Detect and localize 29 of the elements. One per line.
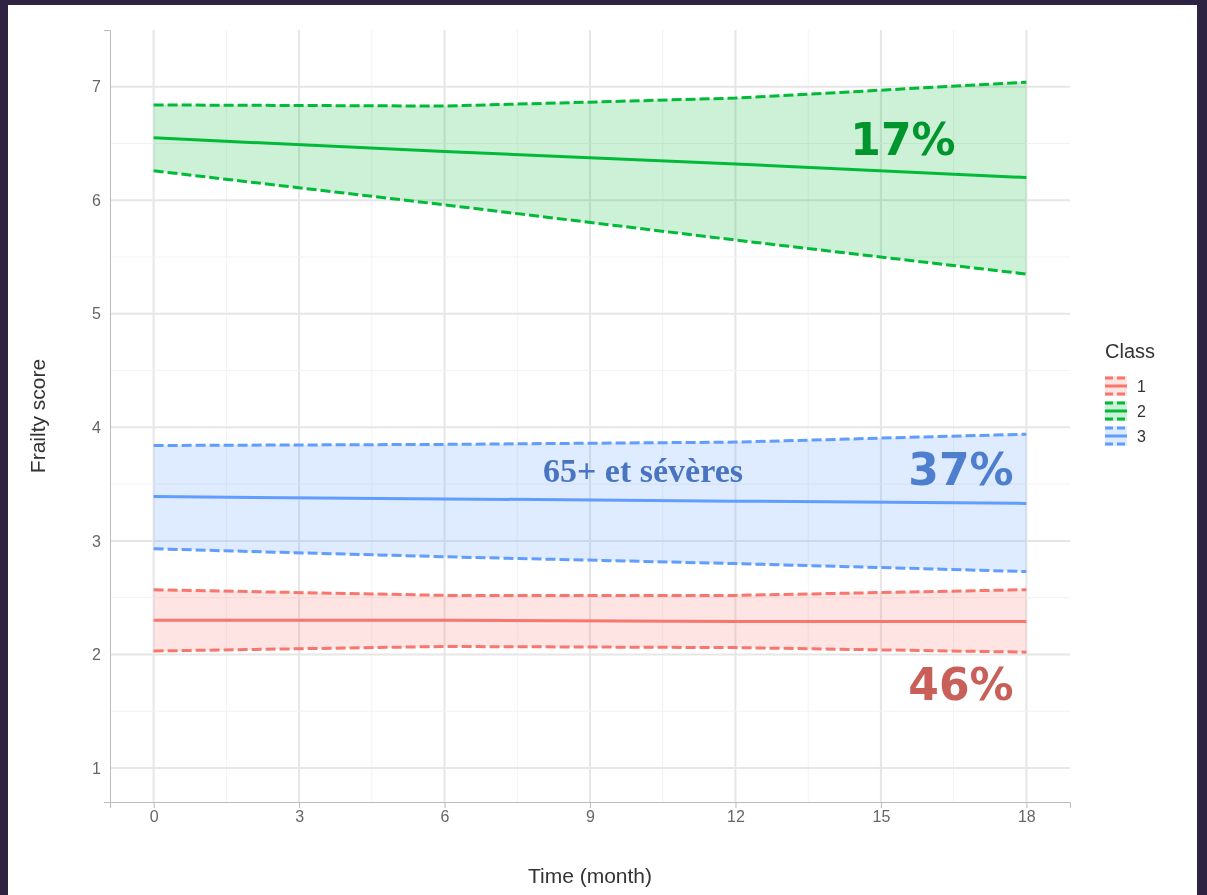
x-tick-label: 9 bbox=[586, 808, 596, 826]
y-tick-label: 6 bbox=[92, 191, 102, 209]
annotation: 37% bbox=[908, 444, 1014, 495]
y-tick-label: 1 bbox=[92, 759, 102, 777]
line-series bbox=[152, 80, 1028, 108]
y-axis-title: Frailty score bbox=[26, 358, 49, 474]
y-tick-label: 4 bbox=[92, 418, 102, 436]
legend-label: 1 bbox=[1137, 378, 1146, 395]
legend-title: Class bbox=[1105, 340, 1156, 362]
annotation: 65+ et sévères bbox=[543, 451, 743, 489]
line-series bbox=[152, 169, 1028, 276]
x-tick-label: 18 bbox=[1017, 808, 1036, 826]
annotation: 17% bbox=[850, 114, 956, 165]
annotation: 46% bbox=[908, 659, 1014, 710]
x-tick-label: 3 bbox=[295, 808, 305, 826]
legend-label: 3 bbox=[1137, 428, 1146, 445]
x-tick-label: 0 bbox=[149, 808, 159, 826]
x-tick-label: 15 bbox=[872, 808, 891, 826]
y-tick-label: 5 bbox=[92, 305, 102, 323]
y-tick-label: 7 bbox=[92, 78, 102, 96]
legend-label: 2 bbox=[1137, 403, 1146, 420]
x-tick-label: 6 bbox=[440, 808, 450, 826]
y-tick-label: 3 bbox=[92, 532, 102, 550]
line-series bbox=[152, 495, 1028, 505]
x-axis-title: Time (month) bbox=[527, 864, 653, 887]
line-series bbox=[152, 432, 1028, 448]
x-tick-label: 12 bbox=[727, 808, 745, 826]
y-tick-label: 2 bbox=[92, 646, 102, 664]
line-series bbox=[152, 547, 1028, 574]
